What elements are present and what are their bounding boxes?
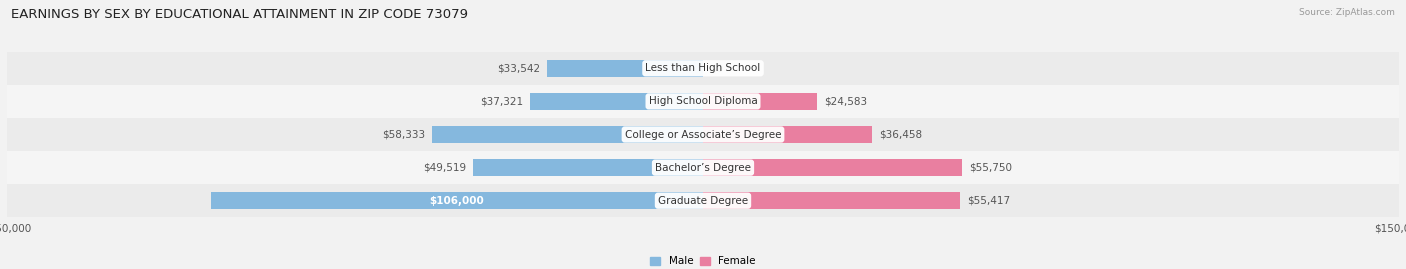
Text: $58,333: $58,333 (382, 129, 426, 140)
Text: High School Diploma: High School Diploma (648, 96, 758, 107)
Text: Graduate Degree: Graduate Degree (658, 196, 748, 206)
Text: EARNINGS BY SEX BY EDUCATIONAL ATTAINMENT IN ZIP CODE 73079: EARNINGS BY SEX BY EDUCATIONAL ATTAINMEN… (11, 8, 468, 21)
Text: $55,750: $55,750 (969, 162, 1012, 173)
Bar (7, 118, 1399, 151)
Text: $33,542: $33,542 (498, 63, 540, 73)
Bar (547, 60, 703, 77)
Bar (433, 126, 703, 143)
Bar (530, 93, 703, 110)
Legend: Male, Female: Male, Female (645, 252, 761, 269)
Bar (211, 192, 703, 209)
Bar (703, 93, 817, 110)
Bar (703, 159, 962, 176)
Text: $24,583: $24,583 (824, 96, 868, 107)
Text: Bachelor’s Degree: Bachelor’s Degree (655, 162, 751, 173)
Bar (703, 192, 960, 209)
Text: $37,321: $37,321 (479, 96, 523, 107)
Bar (474, 159, 703, 176)
Text: $36,458: $36,458 (879, 129, 922, 140)
Bar (7, 85, 1399, 118)
Bar (7, 151, 1399, 184)
Bar (7, 52, 1399, 85)
Text: Source: ZipAtlas.com: Source: ZipAtlas.com (1299, 8, 1395, 17)
Text: $0: $0 (710, 63, 723, 73)
Text: $55,417: $55,417 (967, 196, 1010, 206)
Bar (703, 126, 872, 143)
Text: $49,519: $49,519 (423, 162, 467, 173)
Text: Less than High School: Less than High School (645, 63, 761, 73)
Text: College or Associate’s Degree: College or Associate’s Degree (624, 129, 782, 140)
Bar (7, 184, 1399, 217)
Text: $106,000: $106,000 (430, 196, 485, 206)
